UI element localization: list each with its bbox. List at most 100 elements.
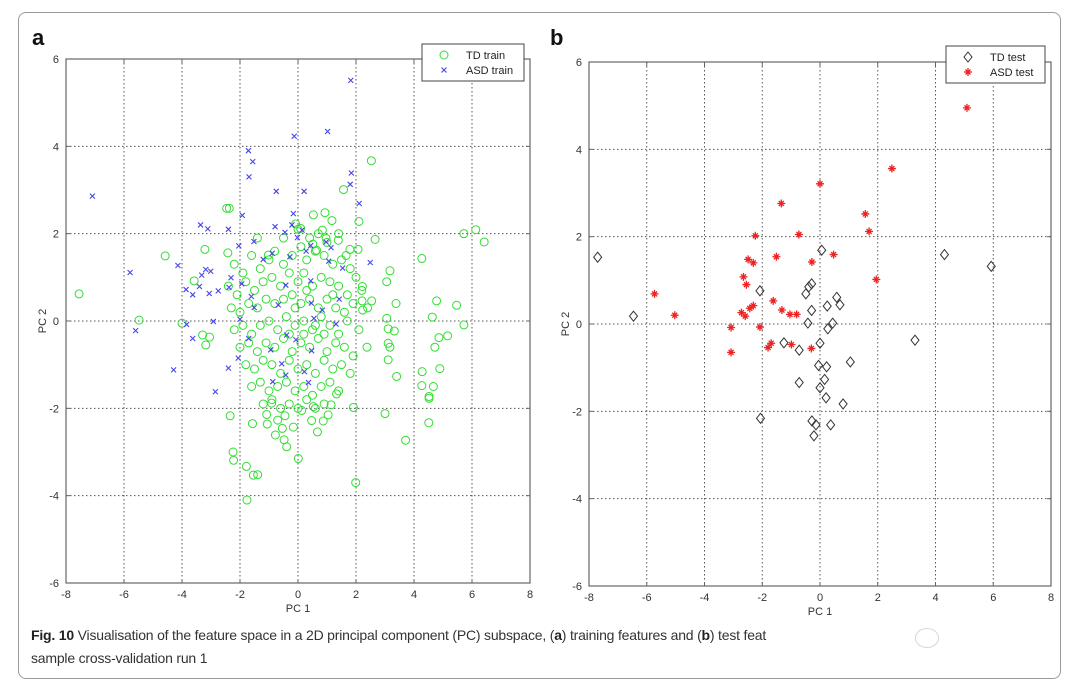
data-point [832,291,842,304]
data-point [325,377,335,387]
data-point [308,347,315,354]
data-point [262,419,272,429]
data-point [835,298,845,311]
data-point [887,164,896,173]
data-point [293,336,299,343]
data-point [822,300,832,312]
data-point [241,360,251,370]
data-point [804,281,814,293]
y-tick-label: 4 [53,141,59,153]
data-point [337,255,346,265]
data-point [755,285,765,297]
data-point [246,174,252,180]
data-point [316,312,326,322]
data-point [391,299,401,309]
y-tick-label: 6 [576,57,582,69]
data-point [772,252,781,261]
data-point [255,320,265,330]
data-point [270,342,280,352]
data-point [302,285,312,295]
data-point [389,326,399,336]
data-point [305,294,315,304]
data-point [226,284,232,291]
data-point [307,242,314,249]
figure-frame [18,12,1061,679]
data-point [819,373,830,386]
data-point [351,478,361,488]
data-point [749,301,758,310]
data-point [223,281,233,291]
x-tick-label: 2 [875,592,881,604]
data-point [347,77,354,84]
data-point [792,310,801,319]
data-point [316,382,326,391]
data-point [189,276,199,286]
data-point [823,323,833,335]
data-point [310,403,320,413]
data-point [175,262,181,269]
data-point [245,335,252,342]
data-point [198,330,208,340]
legend-marker-icon [963,51,973,63]
data-point [305,342,315,352]
data-point [354,216,364,226]
data-point [817,244,827,257]
x-tick-label: 8 [1048,592,1054,604]
data-point [228,447,238,457]
data-point [281,377,291,387]
data-point [334,329,344,339]
data-point [385,266,395,276]
panel-label-b: b [550,25,563,50]
y-tick-label: 2 [53,229,59,241]
data-point [244,299,254,309]
caption-ref-b: b [701,627,711,643]
data-point [345,264,355,274]
data-point [727,348,736,357]
data-point [358,305,368,315]
data-point [826,419,836,431]
data-point [322,347,332,357]
data-point [785,310,794,319]
data-point [284,268,294,278]
data-point [794,230,803,239]
data-point [325,258,332,265]
data-point [838,398,848,410]
x-tick-label: -4 [700,592,710,604]
data-point [287,251,297,260]
y-tick-label: 4 [576,144,582,156]
data-point [289,222,295,228]
data-point [247,382,257,391]
data-point [815,381,825,394]
data-point [223,248,233,258]
data-point [258,355,268,365]
data-point [328,290,338,300]
data-point [328,244,334,251]
data-point [299,329,309,339]
legend-marker-icon [964,68,972,76]
data-point [794,376,804,389]
data-point [755,323,764,332]
data-point [332,389,342,399]
data-point [269,378,276,385]
y-tick-label: -6 [572,581,582,593]
data-point [189,291,196,298]
data-point [284,355,294,365]
data-point [845,356,855,368]
x-tick-label: 4 [932,592,938,604]
data-point [247,251,257,260]
data-point [275,301,282,308]
data-point [322,237,332,247]
data-point [249,158,256,165]
data-point [205,332,215,342]
data-point [270,430,280,440]
data-point [333,235,343,245]
data-point [299,316,309,326]
data-point [253,470,263,480]
data-point [811,419,821,431]
data-point [160,251,170,261]
data-point [303,248,310,255]
data-point [210,318,217,325]
data-point [183,321,190,328]
